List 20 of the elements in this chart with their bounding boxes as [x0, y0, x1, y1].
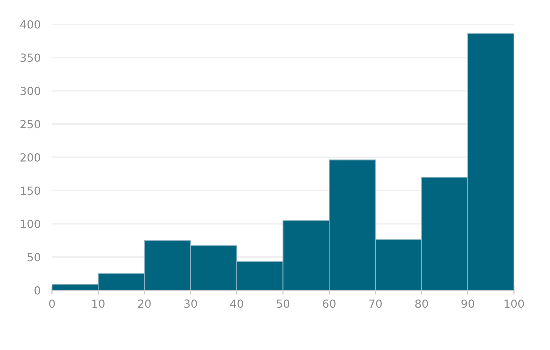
x-tick-label: 30	[184, 300, 198, 308]
x-tick-label: 100	[504, 300, 524, 308]
x-tick-label: 20	[138, 300, 151, 308]
y-tick-label: 250	[20, 120, 40, 129]
y-tick-label: 150	[21, 186, 40, 196]
y-tick-label: 50	[28, 253, 40, 262]
y-tick-label: 0	[34, 286, 40, 295]
x-tick-label: 40	[230, 300, 244, 308]
x-tick-label: 60	[323, 300, 336, 308]
y-tick-label: 350	[20, 54, 40, 62]
y-tick-label: 400	[20, 20, 40, 29]
x-tick-label: 90	[462, 300, 474, 308]
y-tick-label: 200	[20, 153, 40, 162]
y-tick-label: 300	[20, 86, 40, 96]
y-tick-label: 100	[21, 220, 40, 228]
x-tick-label: 50	[277, 300, 290, 308]
x-tick-label: 70	[369, 300, 382, 308]
x-tick-label: 0	[49, 300, 56, 308]
x-tick-label: 10	[92, 300, 105, 308]
x-tick-label: 80	[416, 300, 428, 308]
